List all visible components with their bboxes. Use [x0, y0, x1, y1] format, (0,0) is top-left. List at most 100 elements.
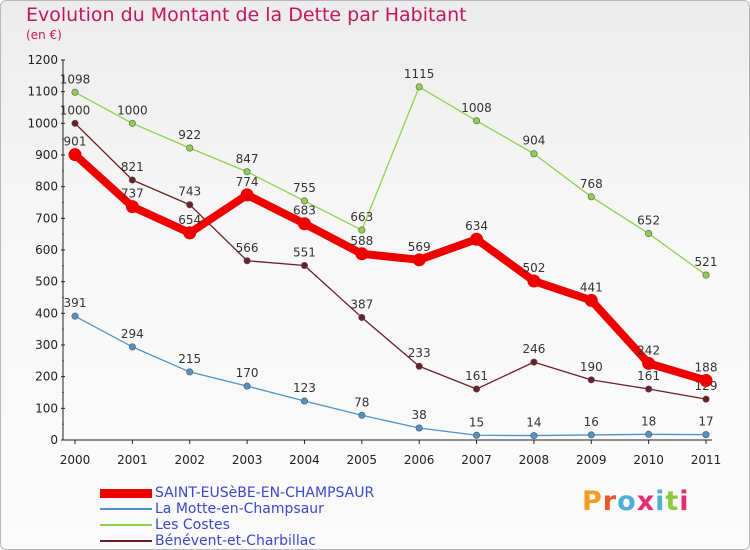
data-point	[470, 232, 484, 246]
data-point	[587, 376, 595, 384]
data-point	[358, 411, 366, 419]
data-label: 233	[408, 346, 431, 360]
data-point	[645, 430, 653, 438]
logo-letter: i	[679, 486, 690, 517]
data-label: 654	[178, 213, 201, 227]
data-label: 683	[293, 204, 316, 218]
data-point	[699, 373, 713, 387]
data-label: 294	[121, 327, 144, 341]
data-label: 161	[465, 369, 488, 383]
data-label: 78	[354, 395, 369, 409]
data-label: 652	[637, 214, 660, 228]
x-tick-label: 2010	[633, 453, 664, 467]
legend-item: La Motte-en-Champsaur	[100, 501, 420, 517]
x-tick-label: 2008	[519, 453, 550, 467]
y-tick-label: 700	[35, 211, 58, 225]
legend: SAINT-EUSèBE-EN-CHAMPSAUR La Motte-en-Cha…	[100, 485, 420, 549]
data-label: 588	[350, 234, 373, 248]
data-point	[71, 119, 79, 127]
data-point	[584, 293, 598, 307]
x-tick-label: 2011	[691, 453, 722, 467]
data-label: 387	[350, 297, 373, 311]
data-point	[530, 150, 538, 158]
logo-letter: x	[636, 486, 656, 517]
legend-swatch	[100, 508, 152, 510]
data-label: 246	[522, 342, 545, 356]
legend-label: Bénévent-et-Charbillac	[155, 533, 316, 549]
data-point	[186, 144, 194, 152]
data-label: 737	[121, 187, 144, 201]
data-point	[473, 431, 481, 439]
data-point	[186, 201, 194, 209]
data-label: 569	[408, 240, 431, 254]
logo-letter: P	[582, 486, 603, 517]
data-label: 566	[236, 241, 259, 255]
logo-letter: t	[665, 486, 680, 517]
data-label: 1000	[60, 103, 91, 117]
data-label: 521	[695, 255, 718, 269]
data-label: 391	[64, 296, 87, 310]
x-tick-label: 2002	[174, 453, 205, 467]
data-point	[128, 119, 136, 127]
data-point	[240, 188, 254, 202]
data-point	[300, 397, 308, 405]
data-label: 768	[580, 177, 603, 191]
legend-item: Bénévent-et-Charbillac	[100, 533, 420, 549]
data-point	[71, 88, 79, 96]
data-label: 1098	[60, 72, 91, 86]
data-point	[530, 358, 538, 366]
legend-label: La Motte-en-Champsaur	[155, 501, 324, 517]
data-label: 123	[293, 381, 316, 395]
data-label: 551	[293, 246, 316, 260]
data-label: 1115	[404, 67, 435, 81]
data-point	[645, 230, 653, 238]
data-point	[358, 226, 366, 234]
data-label: 922	[178, 128, 201, 142]
data-label: 1008	[461, 101, 492, 115]
data-point	[358, 313, 366, 321]
data-label: 502	[522, 261, 545, 275]
data-label: 188	[695, 360, 718, 374]
data-point	[530, 432, 538, 440]
data-label: 634	[465, 219, 488, 233]
data-label: 215	[178, 352, 201, 366]
data-point	[527, 274, 541, 288]
data-label: 190	[580, 360, 603, 374]
y-tick-label: 1000	[27, 116, 58, 130]
legend-item: SAINT-EUSèBE-EN-CHAMPSAUR	[100, 485, 420, 501]
data-point	[243, 382, 251, 390]
y-tick-label: 600	[35, 243, 58, 257]
data-label: 1000	[117, 103, 148, 117]
data-label: 38	[412, 408, 427, 422]
x-tick-label: 2006	[404, 453, 435, 467]
data-point	[355, 247, 369, 261]
y-tick-label: 1100	[27, 85, 58, 99]
legend-swatch	[100, 488, 152, 498]
y-tick-label: 1200	[27, 53, 58, 67]
data-point	[642, 356, 656, 370]
x-tick-label: 2004	[289, 453, 320, 467]
data-label: 242	[637, 343, 660, 357]
data-label: 755	[293, 181, 316, 195]
data-label: 16	[584, 415, 599, 429]
y-tick-label: 100	[35, 401, 58, 415]
data-point	[243, 257, 251, 265]
data-point	[300, 262, 308, 270]
proxiti-logo: Proxiti	[582, 486, 690, 517]
x-tick-label: 2003	[232, 453, 263, 467]
logo-letter: i	[655, 486, 666, 517]
x-tick-label: 2007	[461, 453, 492, 467]
y-tick-label: 400	[35, 306, 58, 320]
data-point	[415, 362, 423, 370]
data-point	[243, 168, 251, 176]
legend-swatch	[100, 524, 152, 526]
data-label: 14	[526, 416, 541, 430]
series-line	[74, 86, 707, 276]
data-point	[412, 253, 426, 267]
series-line	[71, 150, 710, 385]
data-point	[702, 271, 710, 279]
data-point	[297, 217, 311, 231]
legend-label: Les Costes	[155, 517, 230, 533]
x-tick-label: 2005	[347, 453, 378, 467]
